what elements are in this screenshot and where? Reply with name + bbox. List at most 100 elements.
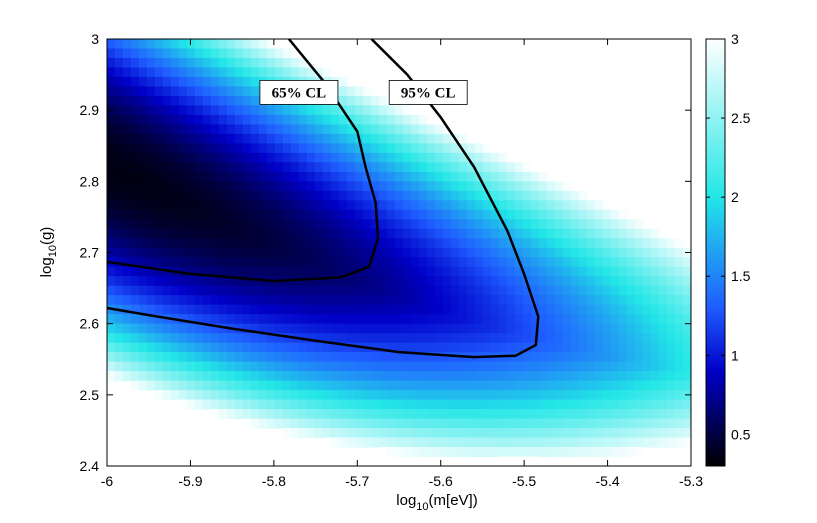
heatmap-cell [419, 228, 428, 239]
heatmap-cell [307, 228, 316, 239]
heatmap-cell [571, 352, 580, 363]
heatmap-cell [571, 380, 580, 391]
heatmap-cell [115, 67, 124, 78]
heatmap-cell [475, 371, 484, 382]
heatmap-cell [155, 323, 164, 334]
heatmap-cell [379, 371, 388, 382]
heatmap-cell [187, 247, 196, 258]
heatmap-cell [515, 352, 524, 363]
heatmap-cell [107, 162, 116, 173]
heatmap-cell [139, 57, 148, 69]
heatmap-cell [115, 266, 124, 277]
heatmap-cell [571, 428, 580, 439]
heatmap-cell [643, 371, 652, 382]
heatmap-cell [371, 352, 380, 363]
heatmap-cell [219, 276, 228, 287]
heatmap-cell [131, 200, 140, 211]
heatmap-cell [219, 399, 228, 410]
heatmap-cell [483, 228, 492, 239]
heatmap-cell [187, 133, 196, 144]
heatmap-cell [211, 285, 220, 296]
heatmap-cell [427, 143, 436, 154]
heatmap-cell [483, 361, 492, 372]
heatmap-cell [459, 133, 468, 144]
heatmap-cell [131, 143, 140, 154]
heatmap-cell [171, 95, 180, 107]
heatmap-cell [547, 428, 556, 439]
heatmap-cell [467, 276, 476, 287]
heatmap-cell [443, 219, 452, 230]
heatmap-cell [483, 266, 492, 277]
heatmap-cell [435, 390, 444, 401]
heatmap-cell [259, 247, 268, 258]
colorbar-tick: 0.5 [706, 426, 751, 442]
heatmap-cell [563, 247, 572, 258]
heatmap-cell [459, 428, 468, 439]
heatmap-cell [411, 447, 420, 458]
heatmap-cell [523, 257, 532, 268]
heatmap-cell [571, 266, 580, 277]
heatmap-cell [187, 352, 196, 363]
heatmap-cell [163, 152, 172, 163]
heatmap-cell [451, 143, 460, 154]
heatmap-cell [291, 428, 300, 439]
heatmap-cell [203, 190, 212, 201]
heatmap-cell [227, 133, 236, 144]
heatmap-cell [507, 418, 516, 429]
heatmap-cell [667, 371, 676, 382]
heatmap-cell [659, 409, 668, 420]
heatmap-cell [147, 371, 156, 382]
heatmap-cell [227, 152, 236, 163]
heatmap-cell [659, 352, 668, 363]
heatmap-cell [243, 380, 252, 391]
heatmap-cell [115, 314, 124, 325]
heatmap-cell [291, 181, 300, 192]
heatmap-cell [619, 257, 628, 268]
heatmap-cell [651, 285, 660, 296]
heatmap-cell [203, 200, 212, 211]
heatmap-cell [419, 342, 428, 353]
heatmap-cell [251, 124, 260, 135]
heatmap-cell [379, 447, 388, 458]
heatmap-cell [139, 105, 148, 116]
heatmap-cell [155, 105, 164, 116]
heatmap-cell [483, 428, 492, 439]
heatmap-cell [203, 219, 212, 230]
heatmap-cell [539, 342, 548, 353]
contour-65-cl [107, 39, 380, 283]
heatmap-cell [683, 295, 691, 306]
heatmap-cell [147, 342, 156, 353]
heatmap-cell [179, 314, 188, 325]
heatmap-cell [355, 209, 364, 220]
heatmap-cell [147, 39, 156, 50]
heatmap-cell [323, 200, 332, 211]
heatmap-cell [323, 152, 332, 163]
heatmap-cell [243, 133, 252, 144]
heatmap-cell [123, 190, 132, 201]
heatmap-cell [275, 380, 284, 391]
heatmap-cell [155, 133, 164, 144]
heatmap-cell [411, 361, 420, 372]
heatmap-cell [531, 456, 540, 466]
heatmap-cell [603, 399, 612, 410]
heatmap-cell [187, 380, 196, 391]
heatmap-cell [499, 323, 508, 334]
heatmap-cell [139, 152, 148, 163]
heatmap-cell [603, 447, 612, 458]
heatmap-cell [547, 219, 556, 230]
heatmap-cell [307, 105, 316, 116]
heatmap-cell [275, 181, 284, 192]
heatmap-cell [267, 209, 276, 220]
heatmap-cell [491, 380, 500, 391]
heatmap-cell [155, 342, 164, 353]
heatmap-cell [259, 323, 268, 334]
heatmap-cell [427, 342, 436, 353]
heatmap-cell [211, 219, 220, 230]
heatmap-cell [171, 342, 180, 353]
heatmap-cell [435, 314, 444, 325]
heatmap-cell [291, 304, 300, 315]
heatmap-cell [355, 390, 364, 401]
heatmap-cell [651, 323, 660, 334]
heatmap-cell [539, 361, 548, 372]
heatmap-cell [435, 276, 444, 287]
